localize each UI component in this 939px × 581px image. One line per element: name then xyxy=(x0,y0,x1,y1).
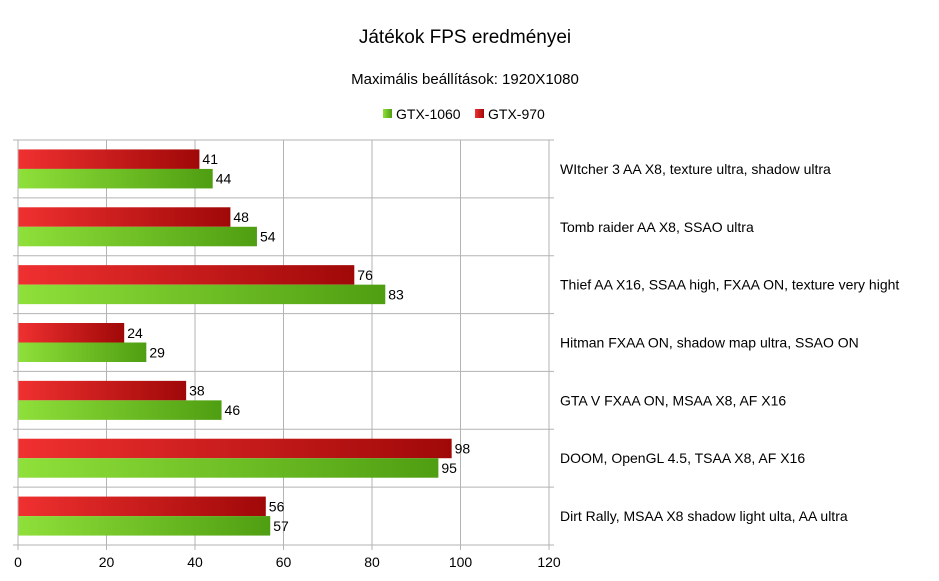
bar-gtx-970 xyxy=(18,496,266,517)
legend: GTX-1060 GTX-970 xyxy=(383,106,545,122)
x-tick-label: 20 xyxy=(99,554,115,570)
grid-lines xyxy=(106,140,461,545)
value-label-gtx-970: 24 xyxy=(127,325,143,341)
value-label-gtx-970: 76 xyxy=(357,267,373,283)
chart-subtitle: Maximális beállítások: 1920X1080 xyxy=(351,71,579,88)
value-label-gtx-1060: 95 xyxy=(441,460,457,476)
chart-title: Játékok FPS eredményei xyxy=(359,27,571,48)
bar-gtx-970 xyxy=(18,149,200,169)
category-label: Tomb raider AA X8, SSAO ultra xyxy=(560,219,754,235)
x-tick-label: 0 xyxy=(14,554,22,570)
bars xyxy=(18,149,452,536)
bar-gtx-970 xyxy=(18,438,452,459)
category-label: Hitman FXAA ON, shadow map ultra, SSAO O… xyxy=(560,335,859,351)
category-label: WItcher 3 AA X8, texture ultra, shadow u… xyxy=(560,161,831,177)
category-label: Thief AA X16, SSAA high, FXAA ON, textur… xyxy=(560,277,899,293)
bar-gtx-1060 xyxy=(18,226,257,247)
value-label-gtx-970: 48 xyxy=(233,209,249,225)
bar-gtx-1060 xyxy=(18,342,147,362)
x-tick-label: 120 xyxy=(537,554,561,570)
value-label-gtx-970: 41 xyxy=(202,151,218,167)
value-label-gtx-1060: 57 xyxy=(273,518,289,534)
value-label-gtx-1060: 83 xyxy=(388,286,404,302)
legend-label-gtx-1060: GTX-1060 xyxy=(396,106,461,122)
category-label: GTA V FXAA ON, MSAA X8, AF X16 xyxy=(560,392,786,408)
value-label-gtx-1060: 29 xyxy=(149,344,165,360)
bar-gtx-970 xyxy=(18,265,355,285)
value-label-gtx-1060: 46 xyxy=(225,402,241,418)
bar-gtx-1060 xyxy=(18,284,386,305)
bar-gtx-970 xyxy=(18,207,231,227)
category-labels: WItcher 3 AA X8, texture ultra, shadow u… xyxy=(560,161,899,524)
x-tick-label: 40 xyxy=(187,554,203,570)
bar-gtx-1060 xyxy=(18,458,439,478)
value-label-gtx-970: 38 xyxy=(189,383,205,399)
x-axis-ticks: 0 20 40 60 80 100 120 xyxy=(14,545,561,570)
category-label: Dirt Rally, MSAA X8 shadow light ulta, A… xyxy=(560,508,848,524)
bar-gtx-1060 xyxy=(18,516,271,536)
bar-gtx-1060 xyxy=(18,400,222,420)
bar-gtx-970 xyxy=(18,380,187,401)
value-label-gtx-970: 56 xyxy=(269,498,285,514)
value-labels: 41 44 48 54 76 83 24 29 38 46 98 95 56 57 xyxy=(127,151,470,534)
value-label-gtx-1060: 44 xyxy=(216,171,232,187)
category-separators xyxy=(13,139,554,546)
x-tick-label: 60 xyxy=(276,554,292,570)
legend-swatch-gtx-1060 xyxy=(383,109,392,118)
value-label-gtx-1060: 54 xyxy=(260,229,276,245)
category-label: DOOM, OpenGL 4.5, TSAA X8, AF X16 xyxy=(560,450,805,466)
legend-swatch-gtx-970 xyxy=(475,109,484,118)
legend-label-gtx-970: GTX-970 xyxy=(488,106,545,122)
bar-gtx-1060 xyxy=(18,168,213,189)
plot-frame xyxy=(17,139,550,546)
value-label-gtx-970: 98 xyxy=(455,440,471,456)
x-tick-label: 80 xyxy=(364,554,380,570)
x-tick-label: 100 xyxy=(449,554,473,570)
bar-gtx-970 xyxy=(18,323,125,343)
